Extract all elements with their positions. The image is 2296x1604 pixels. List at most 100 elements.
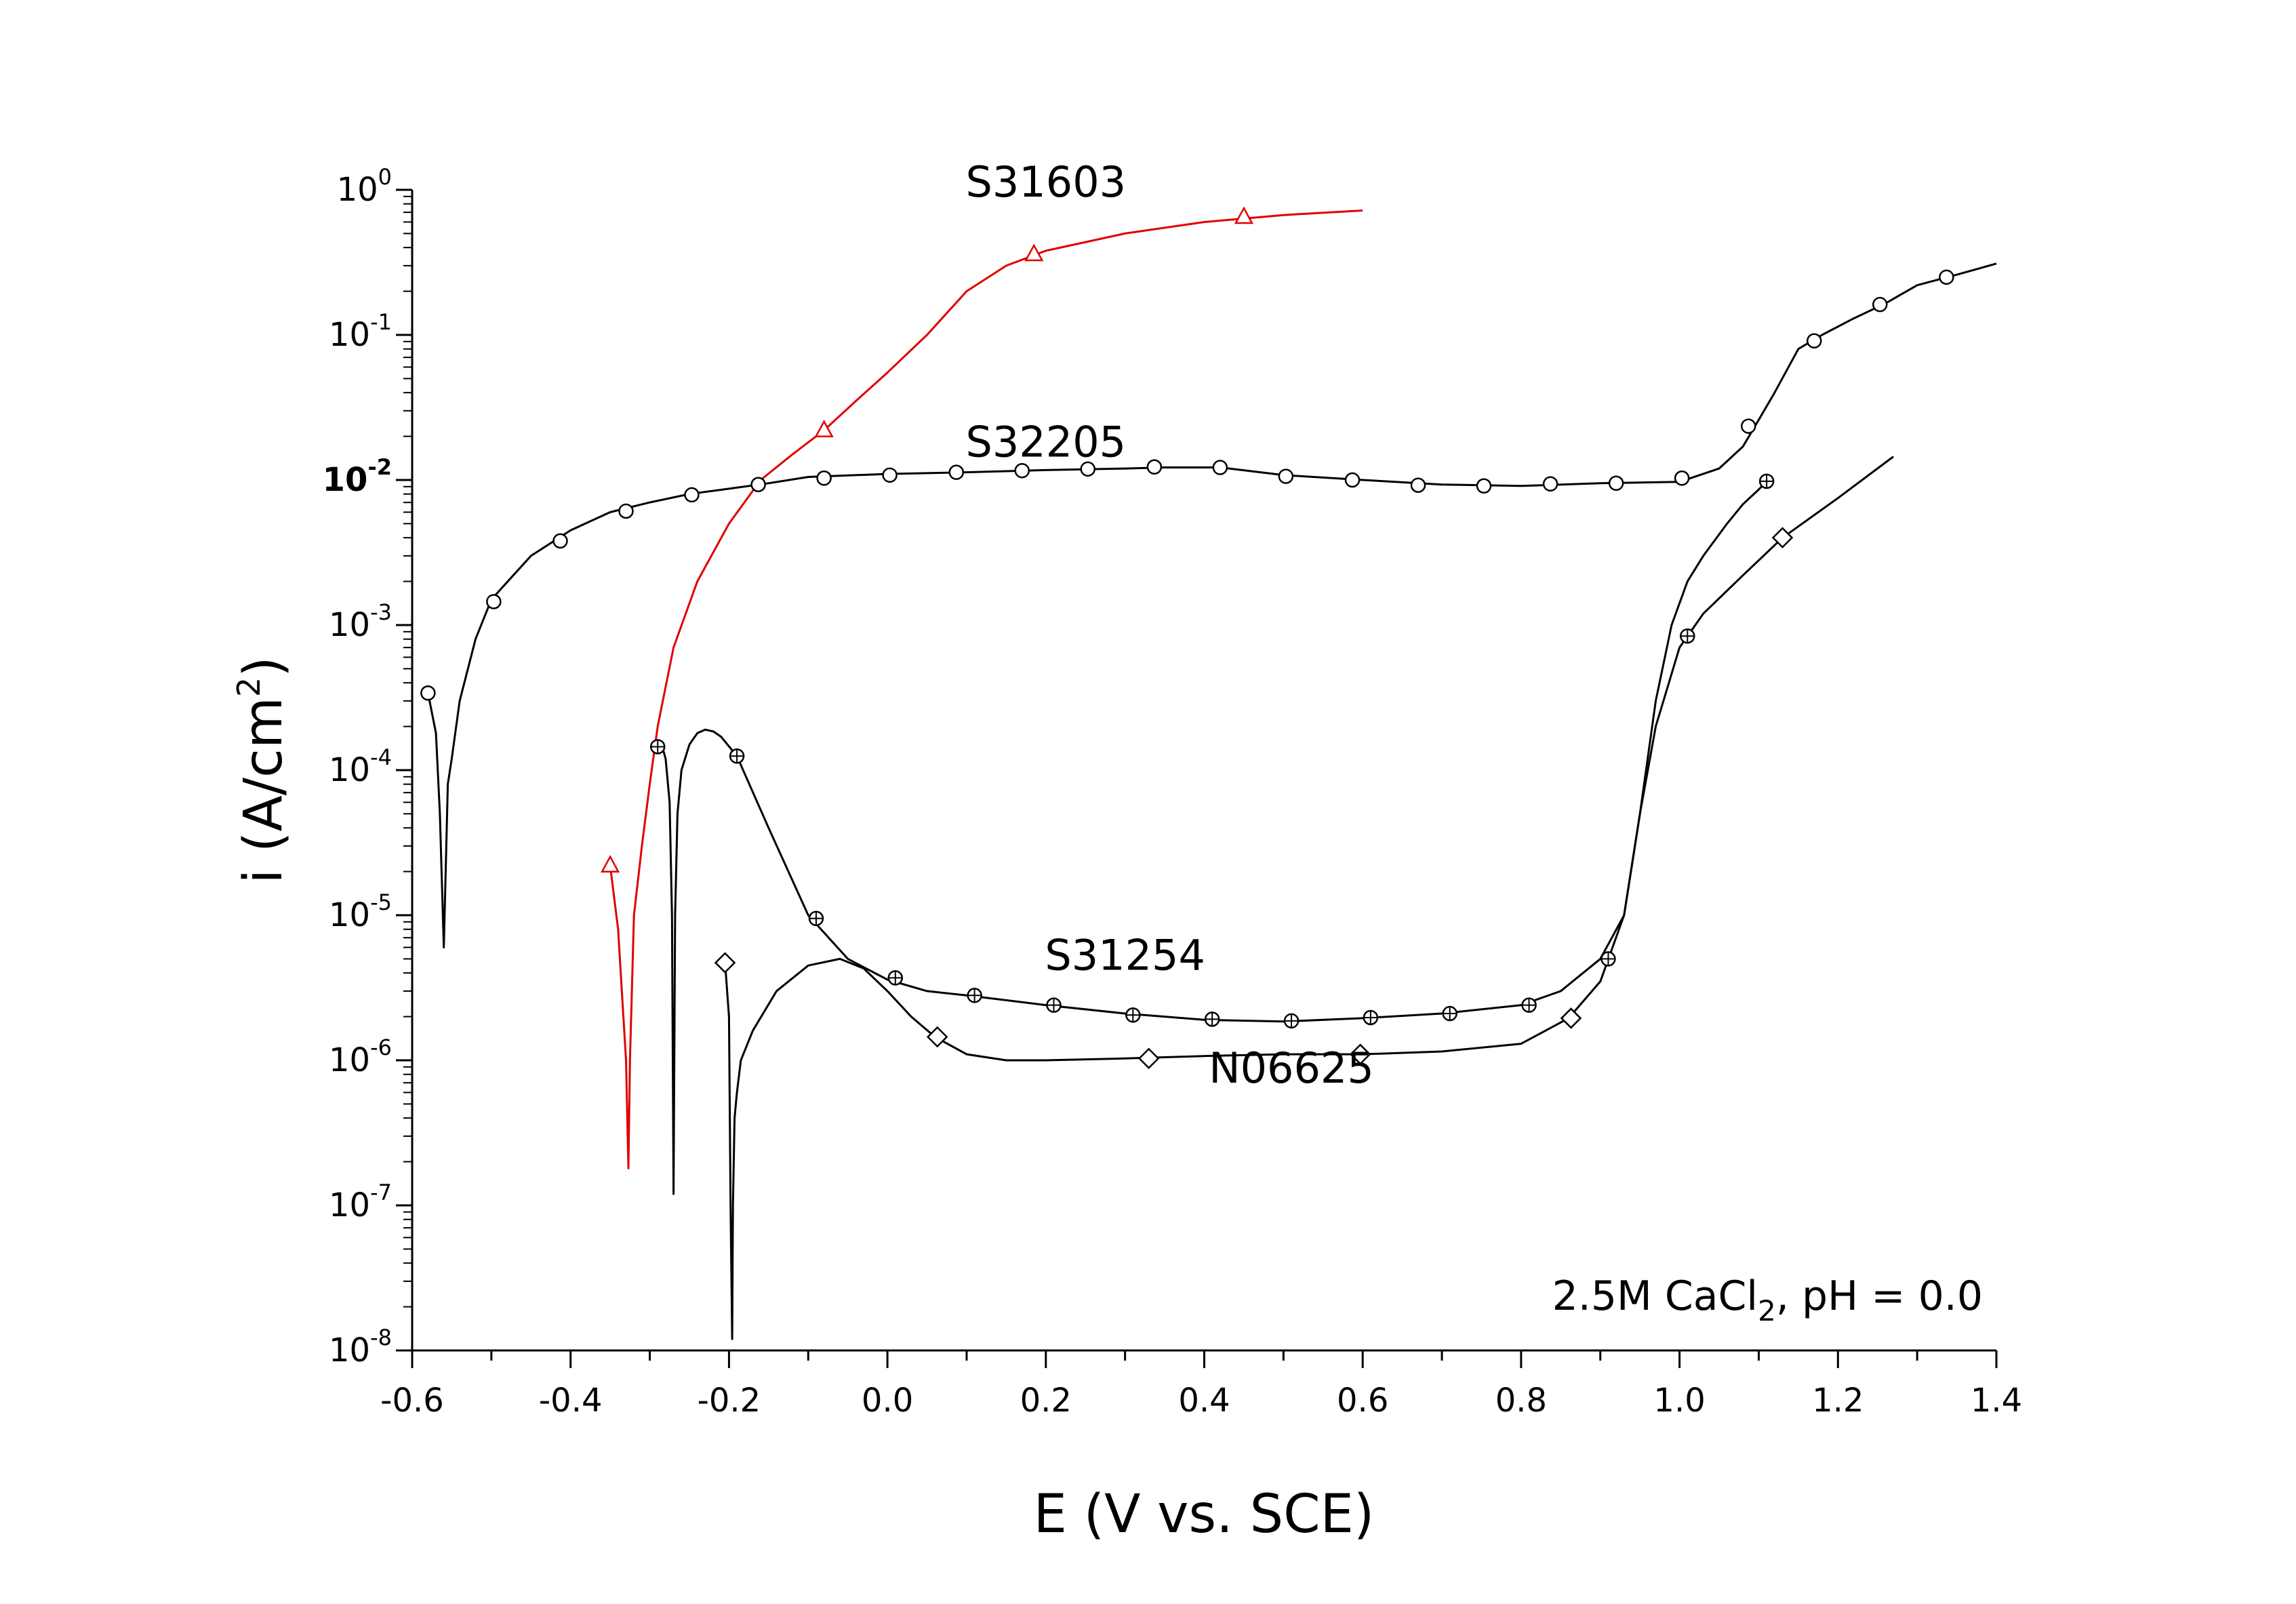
data-point-s31254 [1521, 997, 1537, 1013]
x-tick-label: 0.0 [862, 1382, 913, 1420]
data-point-s31254 [1680, 628, 1695, 644]
data-point-s31254 [1600, 951, 1616, 967]
data-point-s31254 [1363, 1009, 1379, 1026]
data-point-s32205 [486, 594, 502, 609]
data-point-s31254 [1758, 473, 1775, 489]
y-tick-label: 10-6 [329, 1035, 392, 1079]
y-tick-label: 10-4 [329, 744, 392, 789]
y-tick-label-base: 10 [329, 316, 370, 354]
data-point-s31254 [1125, 1007, 1141, 1023]
data-point-s32205 [816, 470, 832, 486]
series-line-s31603 [609, 209, 1363, 1169]
y-tick-label: 10-5 [329, 889, 392, 934]
data-point-s32205 [1674, 470, 1690, 486]
series-labels: S31603 S32205 S31254 N06625 [966, 157, 1374, 1093]
y-tick-label-exponent: -1 [370, 309, 392, 335]
x-tick-label: -0.4 [539, 1382, 603, 1420]
y-tick-label-base: 10 [329, 1041, 370, 1079]
series-line-s32205 [426, 262, 1997, 948]
x-tick-label: -0.2 [698, 1382, 761, 1420]
data-point-s32205 [1939, 269, 1954, 285]
data-point-s31254 [649, 739, 666, 755]
data-point-s32205 [1872, 296, 1888, 313]
data-point-s32205 [1344, 472, 1361, 488]
y-tick-label-exponent: -7 [370, 1180, 392, 1205]
series-label-s31603: S31603 [966, 157, 1127, 207]
y-tick-label-exponent: 0 [378, 164, 392, 190]
annotation-base: 2.5M CaCl [1552, 1272, 1758, 1320]
data-point-s32205 [420, 685, 436, 701]
data-point-s31254 [808, 910, 824, 927]
y-tick-label: 10-1 [329, 309, 392, 354]
data-point-s31603 [1024, 243, 1044, 262]
y-axis-title-base: i (A/cm [233, 697, 294, 883]
data-point-s32205 [1806, 333, 1822, 349]
data-point-s31254 [1283, 1013, 1300, 1029]
data-point-s31254 [1204, 1011, 1220, 1027]
y-tick-label: 10-2 [323, 454, 392, 499]
data-point-s32205 [882, 467, 898, 483]
x-tick-label: 1.0 [1653, 1382, 1705, 1420]
y-tick-label-exponent: -4 [370, 744, 392, 770]
axes [411, 190, 1996, 1352]
data-point-s31254 [1442, 1005, 1457, 1022]
data-point-s31254 [1046, 997, 1062, 1013]
y-tick-label-base: 10 [337, 171, 378, 209]
data-point-s32205 [1080, 461, 1095, 477]
data-point-n06625 [714, 952, 736, 974]
y-axis-title-sup: 2 [230, 677, 267, 697]
y-tick-label-base: 10 [329, 1331, 370, 1369]
y-tick-label-exponent: -5 [370, 889, 392, 915]
y-tick-label-exponent: -6 [370, 1035, 392, 1060]
data-point-s32205 [684, 487, 700, 503]
x-ticks: -0.6 -0.4 -0.2 0.0 0.2 0.4 0.6 0.8 1.0 1.2 1.4 [380, 1350, 2022, 1420]
x-tick-label: 0.2 [1020, 1382, 1072, 1420]
data-point-s32205 [1410, 477, 1426, 493]
data-point-s32205 [1212, 460, 1228, 475]
y-tick-label-base: 10 [329, 896, 370, 934]
y-axis-title-tail: ) [233, 656, 294, 677]
y-tick-label: 10-7 [329, 1180, 392, 1224]
data-point-s31603 [1234, 206, 1254, 224]
data-point-s31603 [601, 855, 620, 873]
y-tick-label: 10-8 [329, 1325, 392, 1369]
data-point-s31254 [967, 988, 982, 1003]
x-tick-label: 0.8 [1495, 1382, 1547, 1420]
series-lines [426, 209, 1997, 1340]
data-point-s32205 [1146, 459, 1163, 475]
y-tick-label-exponent: -2 [367, 454, 392, 480]
x-tick-label: -0.6 [380, 1382, 444, 1420]
annotation-sub: 2 [1758, 1294, 1776, 1327]
data-point-n06625 [1771, 527, 1794, 548]
data-point-s31254 [729, 748, 745, 764]
y-tick-label-base: 10 [323, 461, 368, 499]
x-tick-label: 0.4 [1178, 1382, 1230, 1420]
series-line-s31254 [653, 480, 1768, 1195]
x-axis-title: E (V vs. SCE) [1034, 1484, 1375, 1545]
series-markers [420, 206, 1954, 1070]
data-point-s31254 [887, 970, 904, 986]
data-point-n06625 [1137, 1047, 1160, 1070]
data-point-s32205 [1542, 476, 1558, 492]
y-tick-label: 100 [337, 164, 392, 209]
y-axis-title: i (A/cm2) [230, 656, 294, 883]
y-tick-label-exponent: -3 [370, 599, 392, 625]
series-line-n06625 [724, 456, 1894, 1340]
data-point-s32205 [948, 464, 965, 480]
data-point-s31603 [814, 420, 834, 437]
condition-annotation: 2.5M CaCl2, pH = 0.0 [1552, 1272, 1983, 1327]
x-tick-label: 1.2 [1812, 1382, 1864, 1420]
y-tick-label-base: 10 [329, 1186, 370, 1224]
y-tick-label-base: 10 [329, 606, 370, 644]
x-tick-label: 1.4 [1971, 1382, 2022, 1420]
data-point-s32205 [618, 503, 634, 519]
data-point-s32205 [1014, 462, 1030, 479]
data-point-n06625 [926, 1026, 948, 1048]
series-label-s31254: S31254 [1045, 931, 1205, 980]
data-point-s32205 [552, 533, 568, 549]
series-label-s32205: S32205 [966, 417, 1127, 466]
data-point-n06625 [1349, 1043, 1371, 1065]
y-tick-label-exponent: -8 [370, 1325, 392, 1350]
